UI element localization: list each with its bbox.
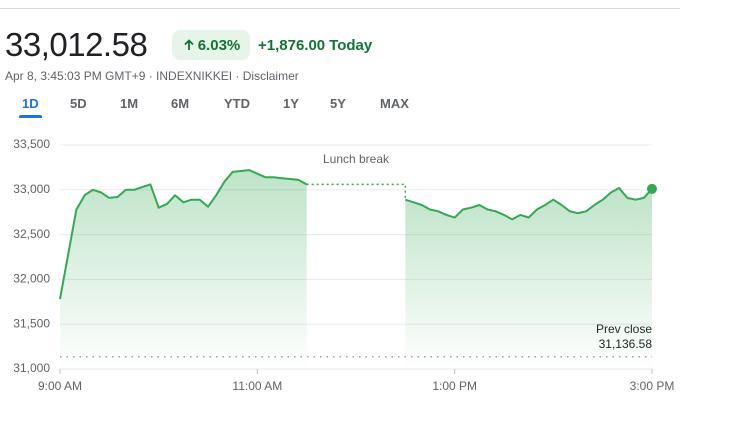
price-line: [59, 169, 653, 300]
last-point: [647, 183, 657, 194]
range-tab[interactable]: 5Y: [330, 96, 346, 111]
x-tick-label: 1:00 PM: [432, 379, 477, 393]
area-fill: [405, 188, 652, 369]
period: Today: [329, 37, 373, 54]
range-tab[interactable]: MAX: [380, 96, 409, 111]
x-tick-label: 11:00 AM: [232, 379, 282, 393]
x-tick-label: 9:00 AM: [38, 379, 82, 393]
y-tick-label: 32,500: [13, 227, 50, 241]
lunch-connector: [306, 183, 407, 200]
change-percent: 6.03%: [197, 36, 241, 54]
range-tab[interactable]: 5D: [70, 96, 87, 111]
divider: [0, 8, 680, 9]
change-abs: +1,876.00: [258, 37, 326, 54]
change: +1,876.00 Today: [258, 37, 376, 54]
range-tab[interactable]: 1M: [120, 96, 139, 111]
y-tick-label: 31,500: [13, 316, 50, 330]
annotation: Lunch break: [323, 152, 390, 166]
price: 33,012.58: [5, 26, 148, 63]
y-tick-label: 33,000: [13, 182, 50, 196]
area-fill: [60, 170, 307, 369]
y-tick-label: 33,500: [13, 137, 50, 151]
range-tab[interactable]: YTD: [224, 96, 250, 111]
range-tab[interactable]: 6M: [171, 96, 190, 111]
range-tab[interactable]: 1D: [19, 96, 42, 118]
y-tick-label: 31,000: [13, 361, 50, 375]
y-tick-label: 32,000: [13, 272, 50, 286]
x-tick-label: 3:00 PM: [630, 379, 675, 393]
range-tab[interactable]: 1Y: [283, 96, 299, 111]
up-arrow-icon: [184, 39, 194, 50]
change-badge: 6.03%: [172, 30, 250, 60]
meta: Apr 8, 3:45:03 PM GMT+9 · INDEXNIKKEI · …: [5, 69, 299, 83]
